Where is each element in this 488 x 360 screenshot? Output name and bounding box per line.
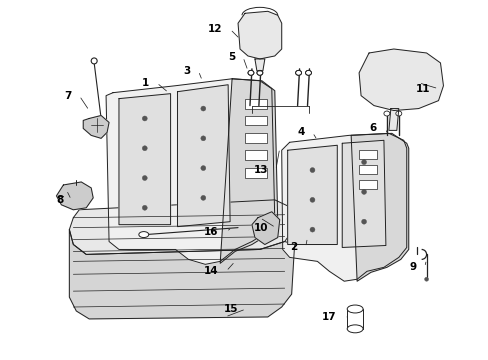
Bar (346, 309, 362, 329)
Ellipse shape (309, 227, 314, 232)
Ellipse shape (142, 146, 147, 151)
Ellipse shape (361, 219, 366, 224)
Ellipse shape (201, 136, 205, 141)
Polygon shape (83, 116, 109, 138)
Bar (358, 165, 376, 174)
Text: 9: 9 (408, 262, 416, 272)
Polygon shape (342, 140, 385, 247)
Ellipse shape (142, 205, 147, 210)
Text: 14: 14 (203, 266, 218, 276)
Text: 17: 17 (321, 312, 336, 322)
Polygon shape (56, 182, 93, 210)
Text: 6: 6 (369, 123, 376, 134)
Bar (244, 99, 266, 109)
Ellipse shape (305, 70, 311, 75)
Text: 12: 12 (207, 24, 222, 34)
Polygon shape (388, 109, 398, 130)
Polygon shape (281, 133, 406, 281)
Bar (358, 180, 376, 189)
Polygon shape (106, 79, 274, 264)
Polygon shape (254, 59, 264, 71)
Text: 8: 8 (56, 195, 63, 205)
Text: 2: 2 (290, 243, 297, 252)
Text: 4: 4 (297, 127, 304, 138)
Bar (244, 150, 266, 160)
Ellipse shape (395, 111, 401, 116)
Ellipse shape (201, 166, 205, 171)
Polygon shape (251, 212, 279, 244)
Bar (244, 168, 266, 178)
Text: 13: 13 (253, 165, 267, 175)
Ellipse shape (201, 195, 205, 201)
Text: 16: 16 (203, 226, 218, 237)
Ellipse shape (361, 159, 366, 165)
Ellipse shape (295, 70, 301, 75)
Ellipse shape (142, 176, 147, 180)
Ellipse shape (383, 111, 389, 116)
Ellipse shape (424, 277, 427, 281)
Bar (244, 133, 266, 143)
Ellipse shape (346, 305, 362, 313)
Text: 5: 5 (227, 52, 235, 62)
Ellipse shape (309, 168, 314, 172)
Ellipse shape (256, 70, 263, 75)
Polygon shape (350, 133, 408, 281)
Ellipse shape (309, 197, 314, 202)
Polygon shape (177, 85, 230, 227)
Text: 15: 15 (223, 304, 238, 314)
Ellipse shape (346, 325, 362, 333)
Ellipse shape (361, 189, 366, 194)
Ellipse shape (91, 58, 97, 64)
Polygon shape (358, 49, 443, 111)
Polygon shape (220, 79, 277, 264)
Bar (358, 150, 376, 159)
Text: 7: 7 (64, 91, 71, 101)
Polygon shape (119, 94, 170, 225)
Ellipse shape (247, 70, 253, 75)
Ellipse shape (201, 106, 205, 111)
Text: 10: 10 (253, 222, 267, 233)
Text: 11: 11 (415, 84, 429, 94)
Text: 3: 3 (183, 66, 190, 76)
Bar (244, 116, 266, 125)
Polygon shape (287, 145, 337, 244)
Ellipse shape (142, 116, 147, 121)
Text: 1: 1 (141, 78, 148, 88)
Ellipse shape (139, 231, 148, 238)
Polygon shape (69, 200, 294, 255)
Polygon shape (238, 11, 281, 59)
Polygon shape (69, 230, 294, 319)
